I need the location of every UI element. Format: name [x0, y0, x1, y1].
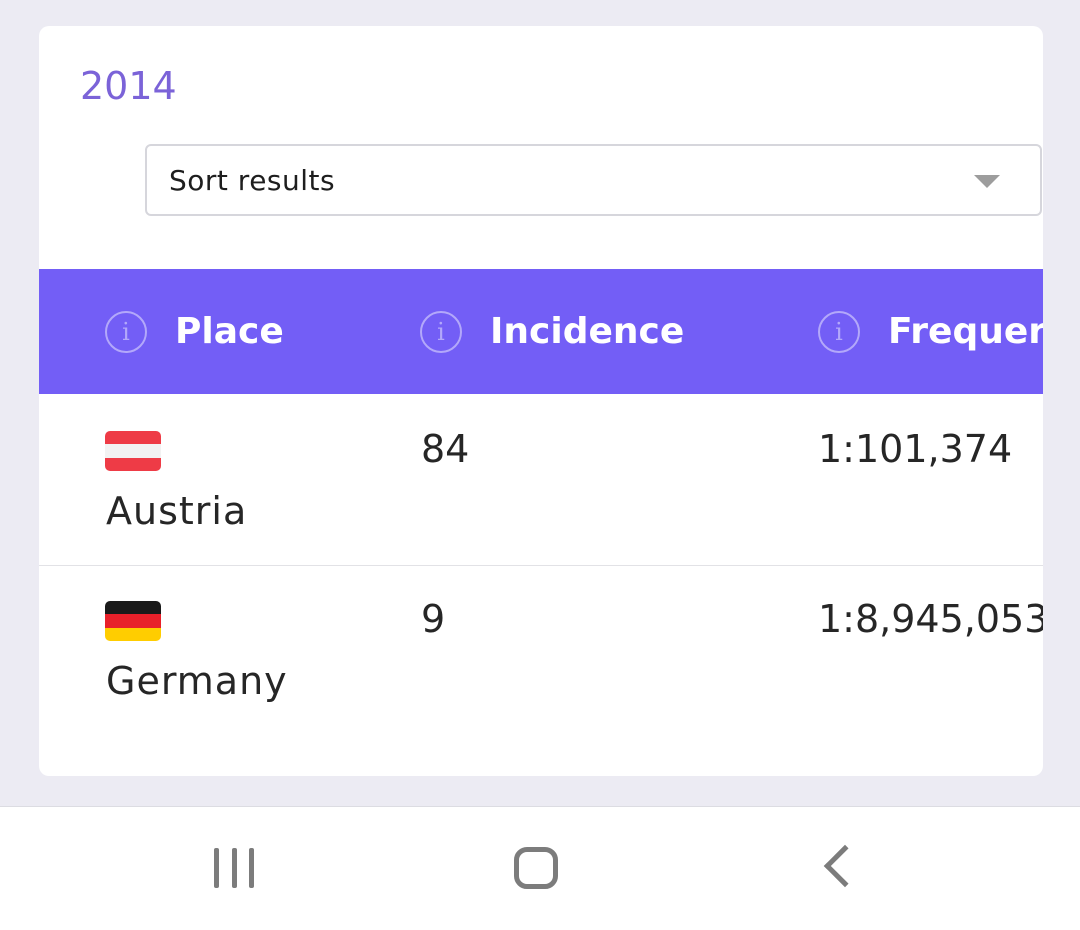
- incidence-value: 84: [421, 427, 470, 471]
- recents-icon[interactable]: [214, 848, 254, 888]
- table-row[interactable]: Austria 84 1:101,374: [39, 395, 1043, 565]
- results-card: 2014 Sort results i Place i Incidence i …: [39, 26, 1043, 776]
- info-icon[interactable]: i: [420, 310, 462, 353]
- incidence-value: 9: [421, 597, 446, 641]
- table-row[interactable]: Germany 9 1:8,945,053: [39, 565, 1043, 735]
- flag-stripe: [105, 627, 161, 641]
- chevron-down-icon: [974, 175, 1000, 188]
- column-header-place[interactable]: i Place: [105, 269, 284, 394]
- back-icon[interactable]: [823, 844, 867, 888]
- frequency-value: 1:8,945,053: [818, 597, 1043, 641]
- sort-results-label: Sort results: [169, 164, 336, 197]
- sort-results-select[interactable]: Sort results: [145, 144, 1042, 216]
- system-navigation-bar: [0, 806, 1080, 930]
- info-icon[interactable]: i: [105, 310, 147, 353]
- column-header-label: Incidence: [490, 311, 685, 352]
- flag-stripe: [105, 431, 161, 445]
- flag-stripe: [105, 444, 161, 458]
- column-header-frequency[interactable]: i Frequer: [818, 269, 1043, 394]
- column-header-label: Frequer: [888, 311, 1043, 352]
- column-header-incidence[interactable]: i Incidence: [420, 269, 684, 394]
- row-divider: [39, 565, 1043, 566]
- home-icon[interactable]: [514, 847, 558, 889]
- country-name: Austria: [106, 489, 248, 533]
- frequency-value: 1:101,374: [818, 427, 1013, 471]
- flag-stripe: [105, 457, 161, 471]
- flag-stripe: [105, 614, 161, 628]
- austria-flag-icon: [105, 431, 161, 471]
- table-header: i Place i Incidence i Frequer: [39, 269, 1043, 394]
- germany-flag-icon: [105, 601, 161, 641]
- country-name: Germany: [106, 659, 288, 703]
- column-header-label: Place: [175, 311, 284, 352]
- year-label: 2014: [80, 64, 177, 108]
- info-icon[interactable]: i: [818, 310, 860, 353]
- flag-stripe: [105, 601, 161, 615]
